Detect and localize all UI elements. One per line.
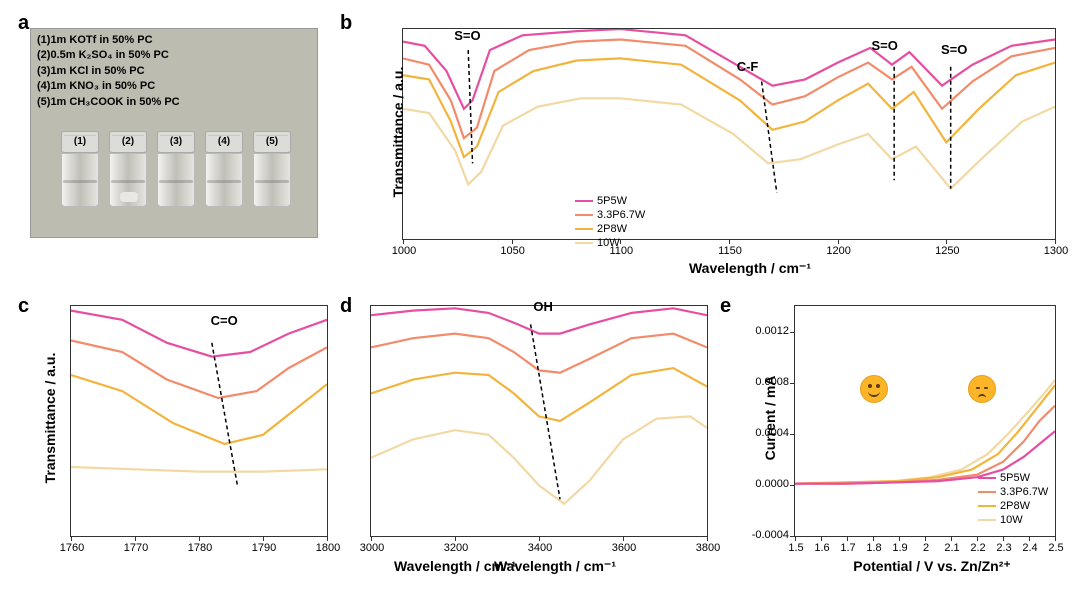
pensive-face-icon (968, 375, 996, 403)
ytick-label: -0.0004 (745, 529, 789, 541)
panel-a-label: a (18, 12, 29, 35)
peak-annotation: S=O (941, 42, 967, 57)
xtick-label: 1800 (313, 542, 343, 554)
panel-a-caption: (1)1m KOTf in 50% PC (2)0.5m K₂SO₄ in 50… (37, 33, 180, 110)
legend-swatch (978, 491, 996, 493)
panel-c-label: c (18, 295, 29, 318)
legend-item: 2P8W (575, 223, 645, 235)
legend-item: 10W (978, 514, 1048, 526)
series-10W (371, 416, 707, 503)
vial: (5) (253, 131, 291, 207)
vial: (3) (157, 131, 195, 207)
panel-b-chart: S=OC-FS=OS=O1000105011001150120012501300 (402, 28, 1056, 240)
series-5P5W (403, 29, 1055, 109)
xtick-label: 1760 (57, 542, 87, 554)
vial-label: (4) (206, 136, 242, 147)
panel-b-label: b (340, 12, 352, 35)
legend-label: 10W (1000, 514, 1023, 526)
peak-annotation: C=O (211, 313, 238, 328)
xtick-label: 1300 (1041, 245, 1071, 257)
legend-swatch (978, 505, 996, 507)
legend-label: 5P5W (1000, 472, 1030, 484)
legend-label: 2P8W (1000, 500, 1030, 512)
legend-swatch (978, 477, 996, 479)
dashed-line (468, 50, 472, 163)
panel-e-xlabel: Potential / V vs. Zn/Zn²⁺ (832, 558, 1032, 575)
legend-label: 10W (597, 237, 620, 249)
legend-item: 2P8W (978, 500, 1048, 512)
xtick-label: 3600 (609, 542, 639, 554)
series-10W (403, 98, 1055, 188)
xtick-label: 1000 (389, 245, 419, 257)
legend-item: 5P5W (978, 472, 1048, 484)
caption-line: (1)1m KOTf in 50% PC (37, 33, 180, 48)
xtick-label: 1770 (121, 542, 151, 554)
series-10W (71, 467, 327, 472)
panel-d-chart: OH30003200340036003800 (370, 305, 708, 537)
vial: (1) (61, 131, 99, 207)
legend-item: 3.3P6.7W (978, 486, 1048, 498)
legend-label: 3.3P6.7W (1000, 486, 1048, 498)
xtick-label: 1150 (715, 245, 745, 257)
legend-item: 3.3P6.7W (575, 209, 645, 221)
dashed-line (212, 343, 238, 486)
legend-swatch (575, 242, 593, 244)
peak-annotation: S=O (454, 28, 480, 43)
panel-c-chart: C=O17601770178017901800 (70, 305, 328, 537)
panel-d-xlabel: Wavelength / cm⁻¹ (455, 558, 655, 575)
panel-a-photo: (1)1m KOTf in 50% PC (2)0.5m K₂SO₄ in 50… (30, 28, 318, 238)
caption-line: (5)1m CH₃COOK in 50% PC (37, 95, 180, 110)
panel-b-legend: 5P5W 3.3P6.7W 2P8W 10W (575, 195, 645, 251)
xtick-label: 3400 (525, 542, 555, 554)
xtick-label: 1780 (185, 542, 215, 554)
xtick-label: 3000 (357, 542, 387, 554)
panel-e-label: e (720, 295, 731, 318)
peak-annotation: S=O (871, 38, 897, 53)
xtick-label: 1200 (824, 245, 854, 257)
legend-item: 10W (575, 237, 645, 249)
panel-b-ylabel: Transmittance / a.u. (390, 32, 406, 232)
series-10W (795, 380, 1055, 484)
xtick-label: 1250 (932, 245, 962, 257)
caption-line: (2)0.5m K₂SO₄ in 50% PC (37, 48, 180, 63)
vial-label: (5) (254, 136, 290, 147)
legend-label: 3.3P6.7W (597, 209, 645, 221)
panel-e-legend: 5P5W 3.3P6.7W 2P8W 10W (978, 472, 1048, 528)
series-3.3P6.7W (371, 334, 707, 373)
peak-annotation: C-F (737, 59, 759, 74)
legend-label: 2P8W (597, 223, 627, 235)
caption-line: (4)1m KNO₃ in 50% PC (37, 79, 180, 94)
smiling-face-icon (860, 375, 888, 403)
vial-label: (3) (158, 136, 194, 147)
legend-label: 5P5W (597, 195, 627, 207)
panel-b-xlabel: Wavelength / cm⁻¹ (650, 260, 850, 277)
legend-swatch (575, 200, 593, 202)
vial: (4) (205, 131, 243, 207)
panel-c-ylabel: Transmittance / a.u. (42, 318, 58, 518)
xtick-label: 2.5 (1041, 542, 1071, 554)
xtick-label: 1790 (249, 542, 279, 554)
panel-d-label: d (340, 295, 352, 318)
series-2P8W (795, 385, 1055, 483)
legend-swatch (575, 228, 593, 230)
xtick-label: 1050 (498, 245, 528, 257)
vial-label: (1) (62, 136, 98, 147)
peak-annotation: OH (533, 299, 553, 314)
xtick-label: 3200 (441, 542, 471, 554)
legend-swatch (575, 214, 593, 216)
dashed-line (762, 82, 777, 193)
series-2P8W (71, 375, 327, 444)
panel-e-ylabel: Current / mA (762, 328, 778, 508)
vial: (2) (109, 131, 147, 207)
legend-item: 5P5W (575, 195, 645, 207)
xtick-label: 3800 (693, 542, 723, 554)
vial-label: (2) (110, 136, 146, 147)
series-3.3P6.7W (71, 341, 327, 399)
caption-line: (3)1m KCl in 50% PC (37, 64, 180, 79)
legend-swatch (978, 519, 996, 521)
